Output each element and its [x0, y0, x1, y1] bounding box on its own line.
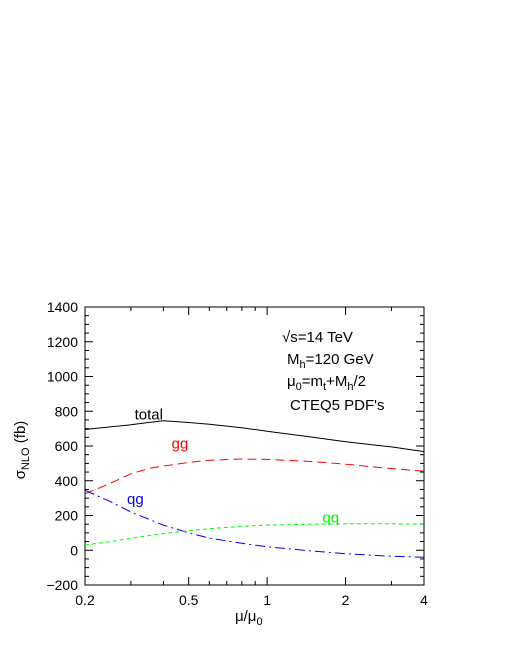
annotation-energy: √s=14 TeV — [282, 329, 353, 346]
x-tick-label: 1 — [263, 592, 271, 608]
subscript-h: h — [300, 359, 306, 371]
y-tick-label: −200 — [46, 577, 78, 593]
x-tick-label: 4 — [420, 592, 428, 608]
y-tick-label: 1200 — [47, 334, 78, 350]
y-tick-label: 400 — [55, 473, 79, 489]
y-tick-label: 800 — [55, 403, 79, 419]
x-tick-label: 0.5 — [179, 592, 199, 608]
series-line-total — [84, 420, 425, 453]
y-tick-label: 200 — [55, 508, 79, 524]
series-line-qq — [84, 523, 425, 546]
sqrt-symbol: √ — [282, 329, 291, 346]
series-label-total: total — [135, 407, 163, 424]
series-label-qg: qg — [127, 491, 144, 508]
x-tick-label: 0.2 — [75, 592, 95, 608]
y-tick-label: 1400 — [47, 299, 78, 315]
annotation-scale: μ0=mt+Mh/2 — [287, 373, 366, 393]
y-tick-label: 0 — [70, 542, 78, 558]
series-line-gg — [84, 458, 425, 495]
series-label-qq: qq — [322, 509, 339, 526]
y-tick-label: 600 — [55, 438, 79, 454]
series-label-gg: gg — [172, 436, 189, 453]
x-axis-title: μ/μ0 — [235, 608, 263, 628]
annotation-pdf: CTEQ5 PDF's — [290, 397, 385, 414]
y-axis-title: σNLO (fb) — [12, 421, 32, 480]
plot-frame — [84, 306, 425, 586]
axis-ticks: −200 0 200 400 600 800 1000 1200 1400 0.2 0.5 1 2 4 — [46, 299, 428, 608]
annotation-higgs-mass: Mh=120 GeV — [287, 351, 374, 371]
annotation-block: √s=14 TeV Mh=120 GeV μ0=mt+Mh/2 CTEQ5 PD… — [282, 329, 385, 414]
y-tick-label: 1000 — [47, 369, 78, 385]
x-tick-label: 2 — [342, 592, 350, 608]
